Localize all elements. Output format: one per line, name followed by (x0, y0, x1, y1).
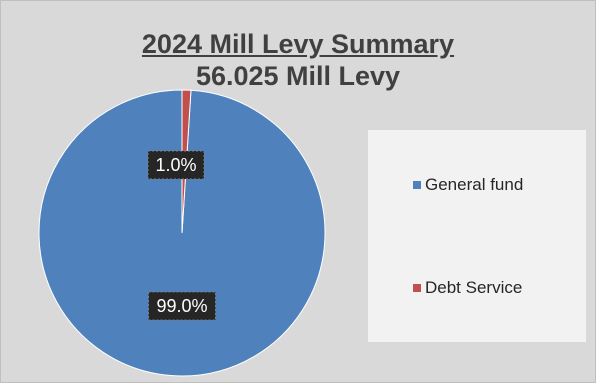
legend-label-general-fund: General fund (425, 175, 524, 194)
legend: General fund Debt Service (368, 130, 586, 342)
data-label-box (148, 291, 216, 321)
chart-title: 2024 Mill Levy Summary (141, 29, 455, 59)
data-label-box (147, 150, 205, 180)
legend-swatch-general-fund (413, 181, 421, 189)
chart-subtitle: 56.025 Mill Levy (195, 61, 401, 91)
legend-item-debt-service: Debt Service (413, 278, 522, 298)
data-label-text: 1.0% (155, 155, 196, 175)
chart-title-block: 2024 Mill Levy Summary 56.025 Mill Levy (0, 28, 596, 92)
data-label-text: 99.0% (156, 296, 207, 316)
data-label-debt-service: 1.0% (147, 150, 205, 180)
data-label-general-fund: 99.0% (148, 291, 216, 321)
legend-swatch-debt-service (413, 284, 421, 292)
legend-item-general-fund: General fund (413, 175, 523, 195)
legend-label-debt-service: Debt Service (425, 278, 523, 297)
